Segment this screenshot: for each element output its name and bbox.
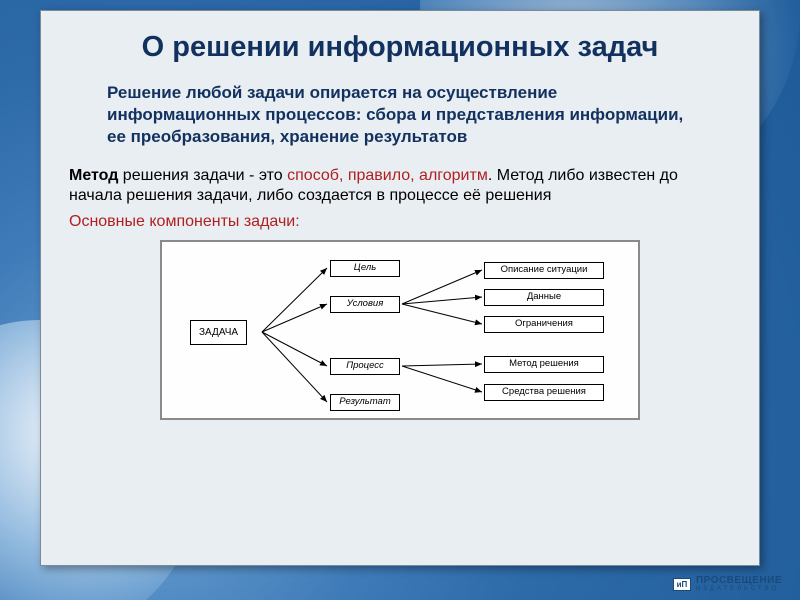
- task-diagram: ЗАДАЧА Цель Условия Процесс Результат Оп…: [160, 240, 640, 420]
- logo-text: ПРОСВЕЩЕНИЕ ИЗДАТЕЛЬСТВО: [696, 576, 782, 592]
- body-mid: решения задачи - это: [118, 167, 287, 184]
- node-means: Средства решения: [484, 384, 604, 400]
- logo-sub: ИЗДАТЕЛЬСТВО: [696, 586, 782, 592]
- node-result: Результат: [330, 394, 400, 410]
- slide-panel: О решении информационных задач Решение л…: [40, 10, 760, 566]
- logo-name: ПРОСВЕЩЕНИЕ: [696, 576, 782, 586]
- node-constraints: Ограничения: [484, 316, 604, 332]
- node-desc-situation: Описание ситуации: [484, 262, 604, 278]
- node-data: Данные: [484, 289, 604, 305]
- node-method: Метод решения: [484, 356, 604, 372]
- slide-subtitle: Решение любой задачи опирается на осущес…: [69, 82, 731, 148]
- slide-title: О решении информационных задач: [69, 31, 731, 64]
- method-word: Метод: [69, 167, 118, 184]
- node-conditions: Условия: [330, 296, 400, 312]
- body-paragraph-1: Метод решения задачи - это способ, прави…: [69, 166, 731, 206]
- background: О решении информационных задач Решение л…: [0, 0, 800, 600]
- body-red: способ, правило, алгоритм: [287, 167, 488, 184]
- node-process: Процесс: [330, 358, 400, 374]
- publisher-logo: иП ПРОСВЕЩЕНИЕ ИЗДАТЕЛЬСТВО: [673, 576, 782, 592]
- body-paragraph-2: Основные компоненты задачи:: [69, 212, 731, 232]
- node-goal: Цель: [330, 260, 400, 276]
- logo-mark: иП: [673, 578, 691, 591]
- node-task: ЗАДАЧА: [190, 320, 247, 345]
